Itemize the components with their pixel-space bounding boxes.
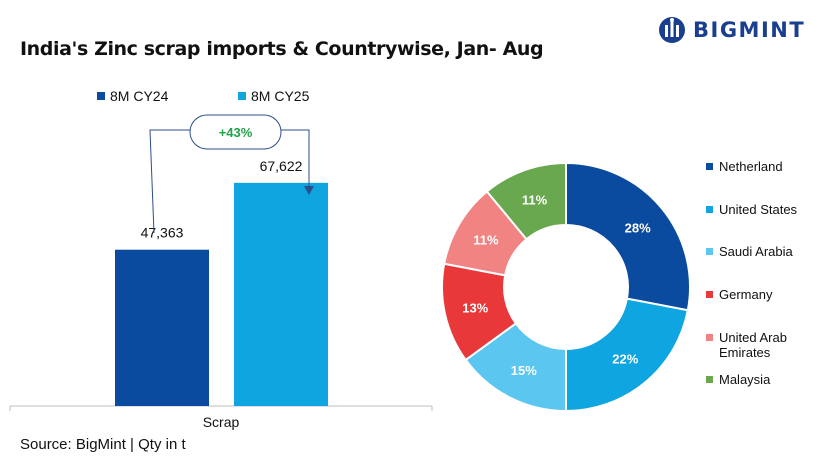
legend-item-malaysia: Malaysia: [706, 372, 826, 387]
bar-value-label-cy25: 67,622: [260, 158, 303, 174]
growth-label: +43%: [219, 125, 253, 140]
legend-label-malaysia: Malaysia: [719, 372, 771, 387]
legend-item-cy24: 8M CY24: [97, 88, 168, 104]
donut-slice-united-states: [565, 297, 689, 413]
bar-value-label-cy24: 47,363: [141, 225, 184, 241]
donut-chart: 28% 22% 15% 13% 11% 11%: [441, 161, 691, 413]
legend-label-uae: United Arab Emirates: [719, 330, 787, 360]
bigmint-logo-icon: [659, 17, 685, 43]
legend-swatch-united-states: [706, 206, 713, 213]
legend-swatch-cy25: [238, 92, 246, 100]
legend-label-united-states: United States: [719, 202, 798, 217]
donut-label-uae: 11%: [473, 233, 499, 248]
donut-label-saudi-arabia: 15%: [511, 363, 537, 378]
legend-label-uae-line2: Emirates: [719, 345, 771, 360]
legend-item-netherland: Netherland: [706, 159, 826, 174]
legend-item-united-states: United States: [706, 202, 826, 217]
legend-item-germany: Germany: [706, 287, 826, 302]
legend-swatch-saudi-arabia: [706, 248, 713, 255]
donut-label-united-states: 22%: [612, 352, 638, 367]
legend-label-netherland: Netherland: [719, 159, 783, 174]
chart-title: India's Zinc scrap imports & Countrywise…: [20, 38, 544, 60]
legend-item-saudi-arabia: Saudi Arabia: [706, 244, 826, 259]
bigmint-logo: BIGMINT: [657, 16, 805, 44]
donut-label-malaysia: 11%: [522, 192, 548, 207]
legend-label-cy25: 8M CY25: [251, 88, 310, 104]
donut-label-germany: 13%: [462, 300, 488, 315]
legend-swatch-germany: [706, 291, 713, 298]
growth-arrow-head: [304, 186, 314, 195]
logo-text: BIGMINT: [693, 18, 806, 42]
donut-label-netherland: 28%: [625, 221, 651, 236]
legend-item-uae: United Arab Emirates: [706, 330, 826, 360]
source-note: Source: BigMint | Qty in t: [20, 436, 186, 453]
growth-connector: [149, 129, 310, 234]
bar-cy24: [115, 249, 209, 406]
legend-swatch-uae: [706, 334, 713, 341]
legend-swatch-malaysia: [706, 376, 713, 383]
legend-label-uae-line1: United Arab: [719, 330, 787, 345]
donut-slice-malaysia: [485, 161, 567, 241]
legend-swatch-netherland: [706, 163, 713, 170]
legend-label-saudi-arabia: Saudi Arabia: [719, 244, 793, 259]
x-category-label: Scrap: [203, 414, 240, 430]
legend-label-germany: Germany: [719, 287, 773, 302]
bar-cy25: [234, 182, 328, 406]
legend-swatch-cy24: [97, 92, 105, 100]
growth-pill: [189, 114, 282, 150]
legend-item-cy25: 8M CY25: [238, 88, 309, 104]
donut-slice-netherland: [565, 161, 691, 312]
legend-label-cy24: 8M CY24: [110, 88, 169, 104]
